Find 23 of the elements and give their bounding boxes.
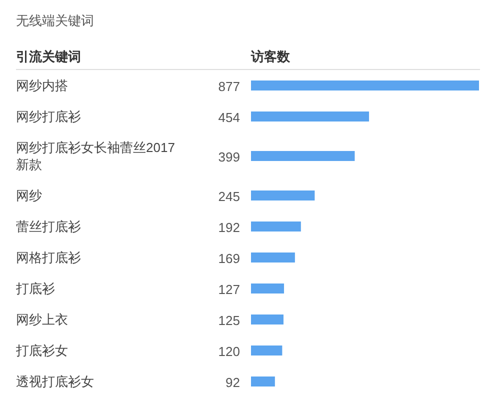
value-label: 92: [226, 375, 240, 390]
category-label: 网纱: [16, 188, 42, 203]
value-label: 192: [218, 220, 240, 235]
value-label: 399: [218, 150, 240, 164]
value-label: 454: [218, 110, 240, 125]
category-label: 打底衫女: [16, 343, 68, 358]
category-label: 网纱打底衫: [16, 109, 81, 124]
title: 无线端关键词: [16, 13, 94, 28]
ylabel: 引流关键词: [16, 49, 81, 64]
category-label: 打底衫: [16, 281, 55, 296]
value-label: 245: [218, 189, 240, 204]
category-label: 透视打底衫女: [16, 374, 94, 389]
value-label: 127: [218, 282, 240, 297]
category-label: 网纱内搭: [16, 78, 68, 93]
value-label: 125: [218, 313, 240, 328]
value-label: 169: [218, 251, 240, 266]
value-label: 120: [218, 344, 240, 359]
category-label: 蕾丝打底衫: [16, 219, 81, 234]
category-label: 网纱打底衫女长袖蕾丝2017新款: [16, 140, 175, 172]
value-label: 877: [218, 79, 240, 94]
xlabel: 访客数: [251, 49, 290, 64]
category-label: 网格打底衫: [16, 250, 81, 265]
category-label: 网纱上衣: [16, 312, 68, 327]
